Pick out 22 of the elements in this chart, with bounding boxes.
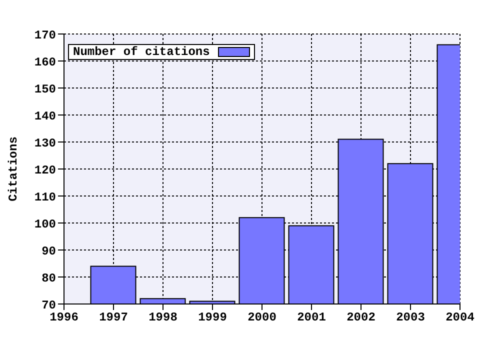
x-tick-label: 2003 [396, 310, 425, 325]
x-tick-label: 1999 [198, 310, 227, 325]
y-axis-title: Citations [6, 136, 20, 202]
y-tick-label: 150 [34, 82, 56, 96]
y-tick-label: 80 [42, 271, 56, 286]
x-tick-label: 1998 [148, 310, 178, 325]
y-tick-label: 70 [42, 298, 56, 312]
y-tick-label: 110 [34, 190, 56, 204]
y-tick-label: 130 [34, 136, 56, 150]
x-tick-label: 2004 [446, 310, 474, 325]
y-tick-label: 140 [34, 109, 56, 124]
legend-label: Number of citations [73, 45, 210, 59]
x-tick-label: 2002 [346, 310, 376, 325]
y-tick-label: 160 [34, 55, 56, 70]
y-tick-label: 90 [42, 244, 56, 258]
x-tick-label: 1997 [99, 310, 128, 325]
x-tick-label: 2001 [297, 310, 326, 325]
x-tick-label: 2000 [248, 310, 276, 325]
y-tick-label: 120 [34, 163, 56, 178]
x-tick-label: 1996 [50, 310, 78, 325]
y-tick-label: 170 [34, 28, 56, 42]
y-tick-label: 100 [34, 217, 56, 232]
